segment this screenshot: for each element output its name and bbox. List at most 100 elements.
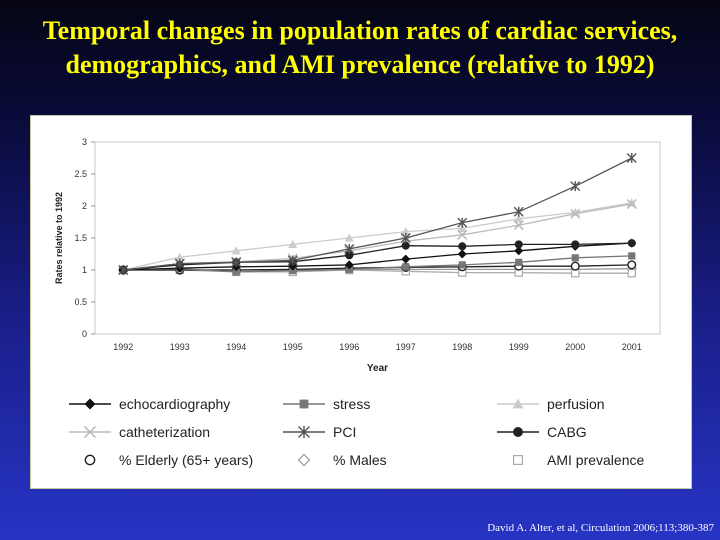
data-point-cabg (401, 241, 410, 250)
data-point-stress (515, 258, 523, 266)
legend-label: % Males (333, 452, 387, 468)
triangle-marker (288, 239, 298, 248)
legend-marker (513, 427, 523, 437)
data-point-elderly-65-years (627, 260, 637, 270)
square-marker (402, 263, 410, 271)
triangle-marker (231, 246, 241, 255)
square-marker (299, 399, 309, 409)
y-tick-label: 1 (82, 265, 87, 275)
triangle-marker (514, 214, 524, 223)
y-axis-title: Rates relative to 1992 (54, 192, 64, 284)
data-point-echocardiography (457, 249, 467, 259)
legend-item-ami-prevalence: AMI prevalence (513, 452, 644, 468)
data-point-pci (118, 265, 129, 275)
square-marker (627, 269, 636, 278)
data-point-pci (231, 257, 242, 268)
square-marker (515, 258, 523, 266)
legend-marker (512, 398, 524, 409)
x-tick-label: 1997 (396, 342, 416, 352)
series-line-perfusion (123, 202, 632, 271)
data-point-stress (571, 254, 579, 262)
legend-label: CABG (547, 424, 587, 440)
data-point-pci (344, 243, 355, 254)
y-tick-label: 2 (82, 201, 87, 211)
star-marker (513, 206, 524, 217)
legend-item-catheterization: catheterization (69, 424, 210, 440)
data-point-pci (570, 181, 581, 192)
line-chart: 0 0.5 1 1.5 2 2.5 3 1992 1993 1994 1995 1996 1997 199… (54, 137, 661, 468)
legend-item-echocardiography: echocardiography (69, 396, 230, 412)
data-point-perfusion (231, 246, 241, 255)
circle-marker (571, 240, 580, 249)
data-point-perfusion (344, 233, 354, 242)
square-marker (628, 252, 636, 260)
square-marker (458, 261, 466, 269)
diamond-marker (457, 249, 467, 259)
star-marker (287, 255, 298, 266)
x-tick-label: 1992 (113, 342, 133, 352)
x-tick-label: 1996 (339, 342, 359, 352)
y-tick-label: 1.5 (74, 233, 87, 243)
x-axis-title: Year (367, 363, 388, 374)
legend-label: stress (333, 396, 370, 412)
data-point-pci (287, 255, 298, 266)
data-point-perfusion (514, 214, 524, 223)
x-tick-label: 2000 (565, 342, 585, 352)
legend-marker (83, 425, 97, 439)
data-point-stress (232, 268, 240, 276)
legend-marker (84, 454, 96, 466)
circle-marker (84, 454, 96, 466)
triangle-marker (175, 252, 185, 261)
circle-marker (570, 261, 580, 271)
data-point-perfusion (457, 223, 467, 232)
data-point-cabg (571, 240, 580, 249)
y-tick-label: 0.5 (74, 297, 87, 307)
circle-marker (627, 239, 636, 248)
star-marker (570, 181, 581, 192)
data-point-perfusion (401, 227, 411, 236)
diamond-marker (401, 254, 411, 264)
star-marker (118, 265, 129, 275)
triangle-marker (457, 223, 467, 232)
star-marker (400, 233, 411, 243)
data-point-stress (402, 263, 410, 271)
x-tick-label: 1993 (170, 342, 190, 352)
x-tick-label: 1999 (509, 342, 529, 352)
triangle-marker (401, 227, 411, 236)
x-marker (626, 199, 637, 210)
legend-item-males: % Males (297, 452, 387, 468)
square-marker (571, 254, 579, 262)
chart-panel: 0 0.5 1 1.5 2 2.5 3 1992 1993 1994 1995 1996 1997 199… (30, 115, 692, 489)
data-point-pci (626, 153, 637, 163)
circle-marker (627, 260, 637, 270)
slide-title: Temporal changes in population rates of … (0, 14, 720, 82)
star-marker (457, 217, 468, 228)
legend-label: catheterization (119, 424, 210, 440)
legend-item-perfusion: perfusion (497, 396, 605, 412)
data-point-catheterization (513, 220, 524, 231)
data-point-echocardiography (514, 246, 524, 256)
diamond-marker (84, 398, 96, 410)
citation: David A. Alter, et al, Circulation 2006;… (487, 522, 714, 534)
series-line-pci (123, 157, 633, 271)
series-perfusion (118, 198, 637, 274)
data-point-catheterization (457, 229, 468, 240)
y-tick-label: 0 (82, 329, 87, 339)
data-point-stress (458, 261, 466, 269)
legend-marker (84, 398, 96, 410)
data-point-stress (628, 252, 636, 260)
star-marker (344, 243, 355, 254)
data-point-cabg (627, 239, 636, 248)
data-point-echocardiography (344, 260, 354, 270)
data-point-pci (513, 206, 524, 217)
legend-marker (298, 425, 310, 439)
legend-label: % Elderly (65+ years) (119, 452, 253, 468)
x-tick-label: 1998 (452, 342, 472, 352)
data-point-cabg (345, 251, 354, 260)
circle-marker (401, 241, 410, 250)
diamond-marker (514, 246, 524, 256)
plot-area-frame (94, 141, 661, 335)
diamond-marker (344, 260, 354, 270)
legend-label: echocardiography (119, 396, 230, 412)
data-point-cabg (458, 242, 467, 251)
